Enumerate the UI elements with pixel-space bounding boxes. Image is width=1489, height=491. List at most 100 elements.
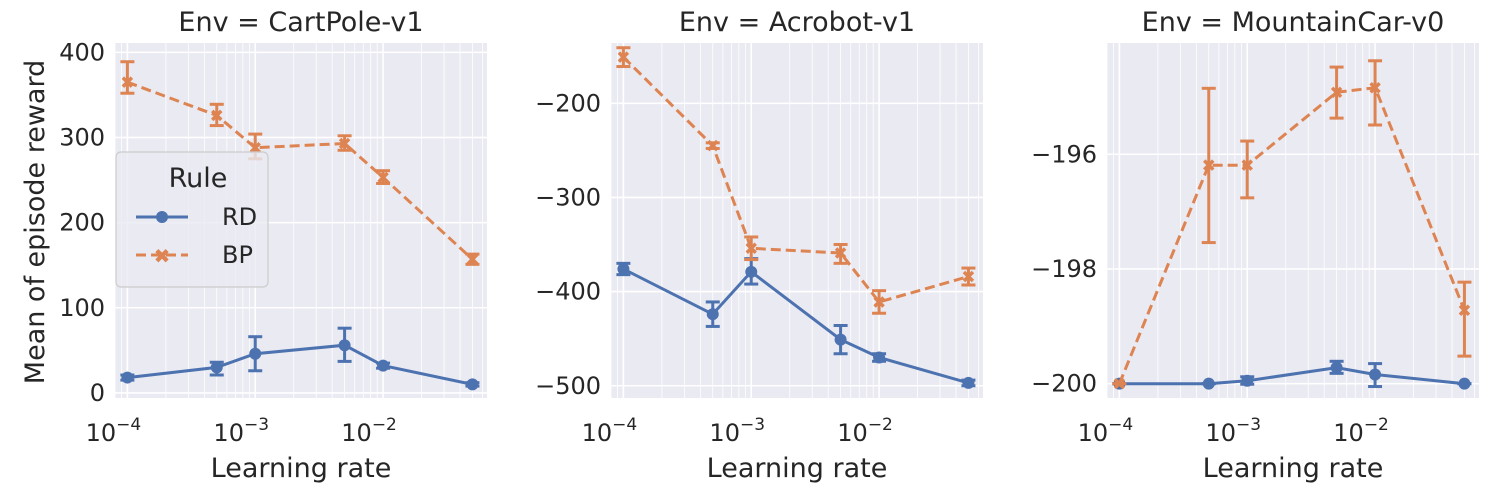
x-axis-label: Learning rate: [211, 453, 392, 484]
data-point-rd: [1241, 374, 1254, 387]
y-tick-label: −200: [535, 89, 601, 117]
x-axis-label: Learning rate: [707, 453, 888, 484]
series-line-bp: [126, 80, 474, 261]
y-tick-label: −400: [535, 278, 601, 306]
series-rd: [120, 326, 480, 391]
y-tick-label: 300: [59, 123, 105, 151]
x-tick-exponent: −2: [372, 415, 397, 435]
y-tick-label: 200: [59, 209, 105, 237]
gridlines: [1106, 43, 1479, 398]
x-tick-exponent: −4: [1108, 415, 1133, 435]
data-point-bp: [121, 76, 134, 88]
x-tick-base: 10: [213, 419, 244, 447]
data-point-rd: [873, 351, 886, 364]
data-point-rd: [466, 378, 479, 391]
legend-marker-bp: ✖: [154, 244, 171, 268]
data-point-bp: [707, 139, 719, 152]
y-tick-label: 100: [59, 294, 105, 322]
x-tick-exponent: −3: [740, 415, 765, 435]
y-tick-label: 400: [59, 38, 105, 66]
x-tick-label: 10−3: [709, 415, 765, 447]
legend: Rule RD ✖ BP: [115, 151, 269, 288]
x-tick-base: 10: [1333, 419, 1364, 447]
plot-area: [1107, 43, 1479, 398]
data-point-bp: [1241, 159, 1253, 171]
data-point-rd: [1202, 377, 1215, 390]
x-tick-base: 10: [837, 419, 868, 447]
data-point-rd: [1458, 377, 1471, 390]
x-tick-base: 10: [1078, 419, 1109, 447]
y-tick-label: −196: [1031, 140, 1097, 168]
data-point-bp: [377, 171, 389, 184]
legend-frame: [115, 151, 269, 288]
series-line-rd: [127, 343, 473, 386]
y-tick-label: −300: [535, 183, 601, 211]
series-bp: [120, 60, 480, 266]
series-line-rd: [622, 267, 969, 385]
panel-title: Env = CartPole-v1: [178, 7, 423, 38]
series-bp: [1112, 59, 1472, 390]
x-tick-label: 10−3: [1205, 415, 1261, 447]
x-tick-base: 10: [582, 419, 613, 447]
series-rd: [616, 257, 976, 389]
x-tick-exponent: −3: [244, 415, 269, 435]
x-tick-exponent: −2: [1364, 415, 1389, 435]
data-point-rd: [745, 265, 758, 278]
x-tick-exponent: −3: [1236, 415, 1261, 435]
legend-title: Rule: [169, 163, 228, 194]
legend-label-rd: RD: [222, 203, 257, 231]
data-point-rd: [617, 262, 630, 275]
data-point-bp: [466, 253, 479, 265]
data-point-rd: [377, 359, 390, 372]
x-tick-label: 10−2: [837, 415, 893, 447]
data-point-bp: [1369, 81, 1381, 94]
x-tick-exponent: −4: [612, 415, 637, 435]
x-tick-base: 10: [341, 419, 372, 447]
data-point-rd: [1369, 368, 1382, 381]
data-point-rd: [706, 308, 719, 321]
y-tick-label: −198: [1031, 255, 1097, 283]
panel-title: Env = Acrobot-v1: [679, 7, 915, 38]
data-point-rd: [121, 371, 134, 384]
data-point-bp: [1458, 304, 1471, 316]
x-tick-label: 10−2: [1333, 415, 1389, 447]
data-point-rd: [1330, 361, 1343, 374]
x-tick-label: 10−4: [86, 415, 142, 447]
x-tick-exponent: −2: [868, 415, 893, 435]
data-point-bp: [873, 296, 885, 308]
x-axis-label: Learning rate: [1203, 453, 1384, 484]
legend-label-bp: BP: [222, 241, 253, 269]
data-point-bp: [834, 247, 847, 259]
series-bp: [616, 46, 976, 315]
x-tick-label: 10−2: [341, 415, 397, 447]
data-point-bp: [249, 141, 261, 154]
data-point-rd: [834, 333, 847, 346]
x-tick-label: 10−4: [582, 415, 638, 447]
data-point-rd: [962, 376, 975, 389]
y-tick-label: −500: [535, 372, 601, 400]
data-point-bp: [962, 270, 975, 283]
series-line-bp: [1118, 86, 1466, 385]
panel-title: Env = MountainCar-v0: [1142, 7, 1445, 38]
x-tick-label: 10−3: [213, 415, 269, 447]
data-point-bp: [338, 137, 351, 150]
data-point-rd: [249, 347, 262, 360]
x-tick-base: 10: [709, 419, 740, 447]
data-point-bp: [211, 109, 223, 122]
data-point-bp: [1113, 377, 1126, 390]
data-point-bp: [1203, 159, 1215, 171]
x-tick-base: 10: [1205, 419, 1236, 447]
x-tick-exponent: −4: [116, 415, 141, 435]
data-point-rd: [338, 339, 351, 352]
x-tick-label: 10−4: [1078, 415, 1134, 447]
legend-marker-rd: [156, 211, 168, 223]
y-tick-label: 0: [90, 379, 105, 407]
data-point-bp: [617, 51, 630, 63]
y-tick-label: −200: [1031, 370, 1097, 398]
data-point-bp: [745, 242, 757, 255]
series-line-rd: [1119, 366, 1465, 386]
